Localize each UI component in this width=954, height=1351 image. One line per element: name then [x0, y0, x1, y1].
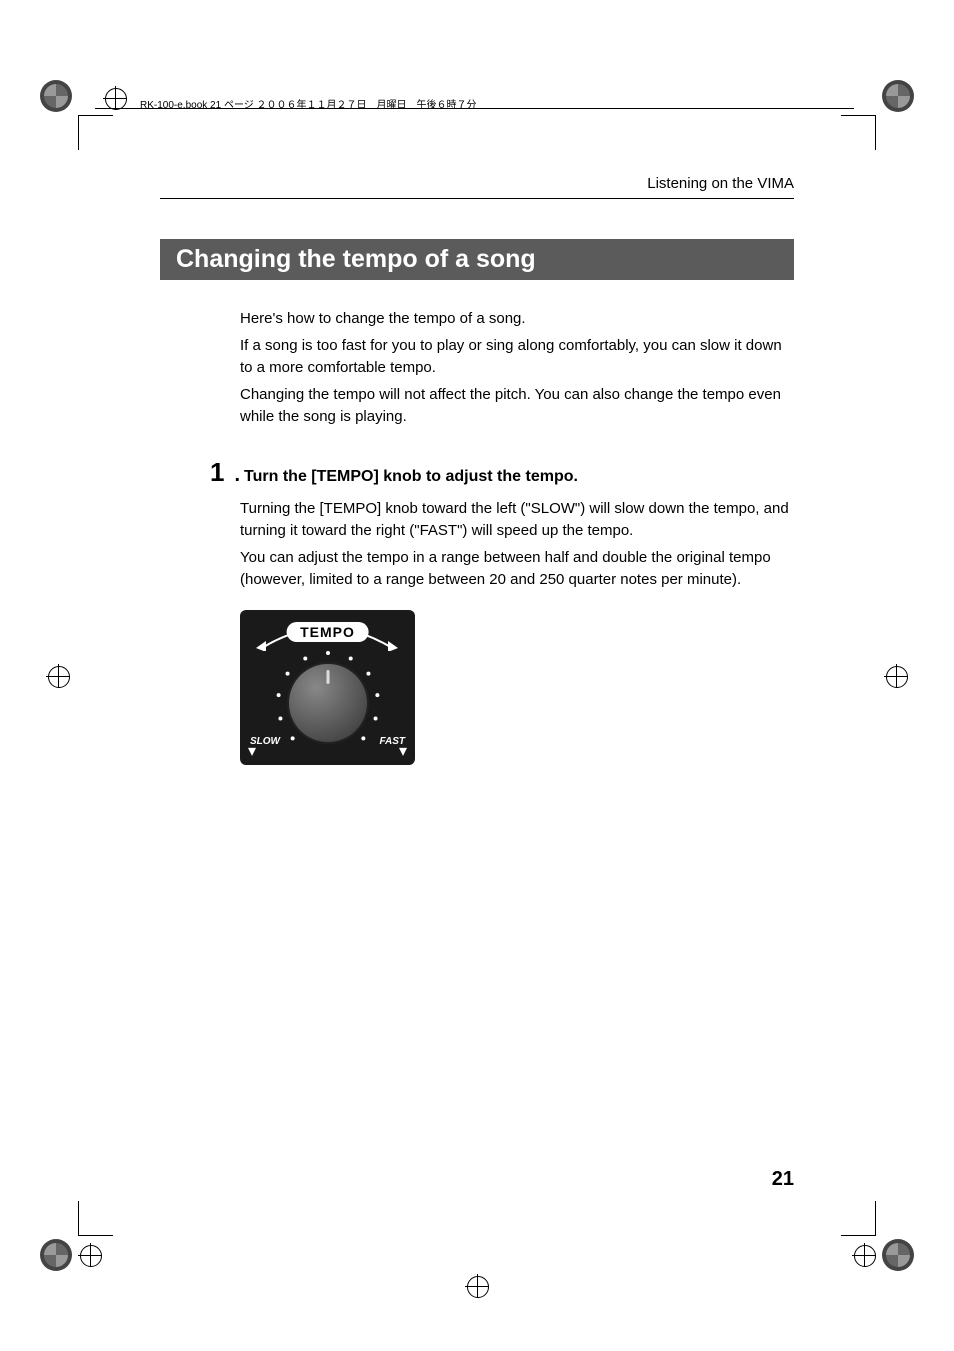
breadcrumb: Listening on the VIMA [160, 175, 794, 192]
step-paragraph: You can adjust the tempo in a range betw… [240, 547, 794, 592]
knob-tick-icon [373, 716, 377, 720]
knob-tick-icon [348, 656, 352, 660]
color-target-icon [882, 1239, 914, 1271]
crop-mark-middle-left [48, 666, 68, 686]
intro-paragraph: Changing the tempo will not affect the p… [240, 384, 794, 429]
arrow-left-icon: ▾ [248, 741, 256, 761]
page-content: Listening on the VIMA Changing the tempo… [160, 175, 794, 765]
step-heading: 1. Turn the [TEMPO] knob to adjust the t… [210, 457, 794, 488]
arrow-right-icon: ▾ [399, 741, 407, 761]
registration-mark-icon [80, 1245, 100, 1265]
knob-dial [287, 662, 369, 744]
knob-tick-icon [276, 693, 280, 697]
knob-tick-icon [326, 651, 330, 655]
trim-line-icon [78, 115, 113, 150]
trim-line-icon [78, 1201, 113, 1236]
step-number: 1 [210, 457, 224, 488]
step-body: Turning the [TEMPO] knob toward the left… [240, 498, 794, 592]
tempo-knob-figure: TEMPO SLOW FAST ▾ ▾ [240, 610, 415, 765]
crop-mark-top-right [882, 80, 914, 112]
knob-tick-icon [285, 671, 289, 675]
color-target-icon [40, 1239, 72, 1271]
header-meta-divider [95, 108, 854, 109]
intro-text: Here's how to change the tempo of a song… [240, 308, 794, 429]
section-title-banner: Changing the tempo of a song [160, 239, 794, 280]
knob-tick-icon [366, 671, 370, 675]
knob-tick-icon [278, 716, 282, 720]
tempo-label: TEMPO [286, 622, 369, 642]
step-paragraph: Turning the [TEMPO] knob toward the left… [240, 498, 794, 543]
registration-mark-icon [854, 1245, 874, 1265]
page-number: 21 [772, 1168, 794, 1191]
header-divider [160, 198, 794, 199]
trim-line-icon [841, 115, 876, 150]
crop-mark-middle-right [886, 666, 906, 686]
crop-mark-bottom-right [854, 1239, 914, 1271]
trim-line-icon [841, 1201, 876, 1236]
intro-paragraph: If a song is too fast for you to play or… [240, 335, 794, 380]
knob-tick-icon [303, 656, 307, 660]
registration-mark-icon [48, 666, 68, 686]
knob-tick-icon [361, 736, 365, 740]
book-meta-icon [105, 88, 125, 108]
registration-mark-icon [886, 666, 906, 686]
step-title: Turn the [TEMPO] knob to adjust the temp… [244, 468, 578, 486]
registration-mark-icon [467, 1276, 487, 1296]
color-target-icon [882, 80, 914, 112]
crop-mark-middle-bottom [467, 1276, 487, 1296]
knob-tick-icon [290, 736, 294, 740]
knob-indicator-icon [326, 670, 329, 684]
step-number-dot: . [234, 464, 240, 487]
knob-tick-icon [375, 693, 379, 697]
crop-mark-bottom-left [40, 1239, 100, 1271]
color-target-icon [40, 80, 72, 112]
crop-mark-top-left [40, 80, 72, 112]
tempo-knob [273, 648, 383, 758]
intro-paragraph: Here's how to change the tempo of a song… [240, 308, 794, 331]
